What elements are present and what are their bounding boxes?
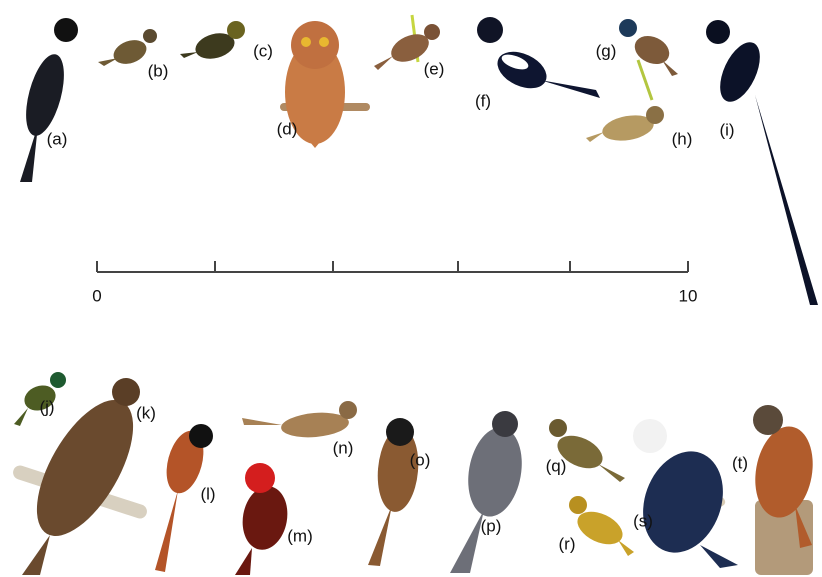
owl-eye [319, 37, 329, 47]
bird-body [285, 40, 345, 144]
bird-head [706, 20, 730, 44]
bird-label: (s) [633, 511, 653, 530]
bird-body [166, 430, 204, 494]
bird-tail [598, 464, 625, 482]
bird-body [720, 42, 760, 102]
bird-label: (l) [200, 484, 215, 503]
bird-body [113, 40, 147, 64]
bird-head [54, 18, 78, 42]
bird-label: (b) [148, 61, 169, 80]
bird-tail [755, 95, 818, 305]
bird-head [753, 405, 783, 435]
owl-eye [301, 37, 311, 47]
bird-label: (r) [559, 534, 576, 553]
bird-head [189, 424, 213, 448]
bird-head [646, 106, 664, 124]
bird-label: (i) [719, 120, 734, 139]
bird-body [468, 427, 522, 517]
bird-label: (e) [424, 59, 445, 78]
bird-label: (c) [253, 41, 273, 60]
bird-tail [540, 80, 600, 98]
bird-label: (m) [287, 526, 312, 545]
bird-tail [14, 408, 28, 426]
bird-head [569, 496, 587, 514]
bird-head [619, 19, 637, 37]
bird-tail [662, 60, 678, 76]
bird-tail [618, 540, 634, 556]
bird-illustrations [13, 14, 818, 575]
scale-end: 10 [679, 286, 698, 305]
bird-head [245, 463, 275, 493]
bird-tail [374, 56, 393, 70]
bird-label: (q) [546, 456, 567, 475]
bird-tail [795, 505, 812, 548]
bird-label: (o) [410, 450, 431, 469]
bird-body [391, 34, 429, 62]
bird-label: (t) [732, 453, 748, 472]
bird-head [386, 418, 414, 446]
bird-body [26, 54, 64, 136]
bird-tail [700, 545, 738, 568]
bird-body [281, 412, 349, 438]
bird-tail [586, 132, 604, 142]
wing-patch [501, 54, 529, 70]
bird-label: (a) [47, 129, 68, 148]
bird-label: (d) [277, 119, 298, 138]
bird-head [424, 24, 440, 40]
bird-body [602, 115, 654, 141]
bird-head [112, 378, 140, 406]
bird-body [755, 426, 813, 518]
bird-label: (g) [596, 41, 617, 60]
bird-label: (j) [39, 397, 54, 416]
bird-head [492, 411, 518, 437]
bird-label: (p) [481, 516, 502, 535]
bird-label: (k) [136, 403, 156, 422]
bird-body [643, 451, 723, 553]
bird-body [242, 486, 288, 550]
bird-body [577, 511, 623, 545]
bird-tail [368, 505, 392, 566]
bird-head [143, 29, 157, 43]
bird-tail [20, 125, 38, 182]
bird-tail [450, 510, 484, 573]
bird-body [497, 51, 547, 89]
bird-body [36, 400, 134, 536]
bird-head [477, 17, 503, 43]
bird-tail [155, 490, 178, 572]
bird-head [291, 21, 339, 69]
bird-label: (h) [672, 129, 693, 148]
bird-head [339, 401, 357, 419]
bird-tail [235, 548, 252, 575]
bird-body [24, 385, 56, 411]
bird-body [195, 33, 235, 59]
bird-head [549, 419, 567, 437]
bird-tail [242, 418, 282, 425]
labels: (a) (b) (c) (d) (e) (f) (g) (h) (i) (j) (k) (l) (m) (… [39, 41, 748, 553]
bird-body [634, 35, 670, 65]
scale-start: 0 [92, 286, 101, 305]
bird-body [557, 435, 603, 469]
bird-head [50, 372, 66, 388]
scale-bar [96, 261, 689, 273]
bird-head [227, 21, 245, 39]
stem [636, 59, 654, 101]
bird-label: (n) [333, 438, 354, 457]
bird-head [633, 419, 667, 453]
bird-tail [98, 58, 118, 66]
bird-body [377, 428, 419, 512]
bird-tail [180, 52, 198, 58]
bird-tail [22, 535, 50, 575]
bird-label: (f) [475, 91, 491, 110]
